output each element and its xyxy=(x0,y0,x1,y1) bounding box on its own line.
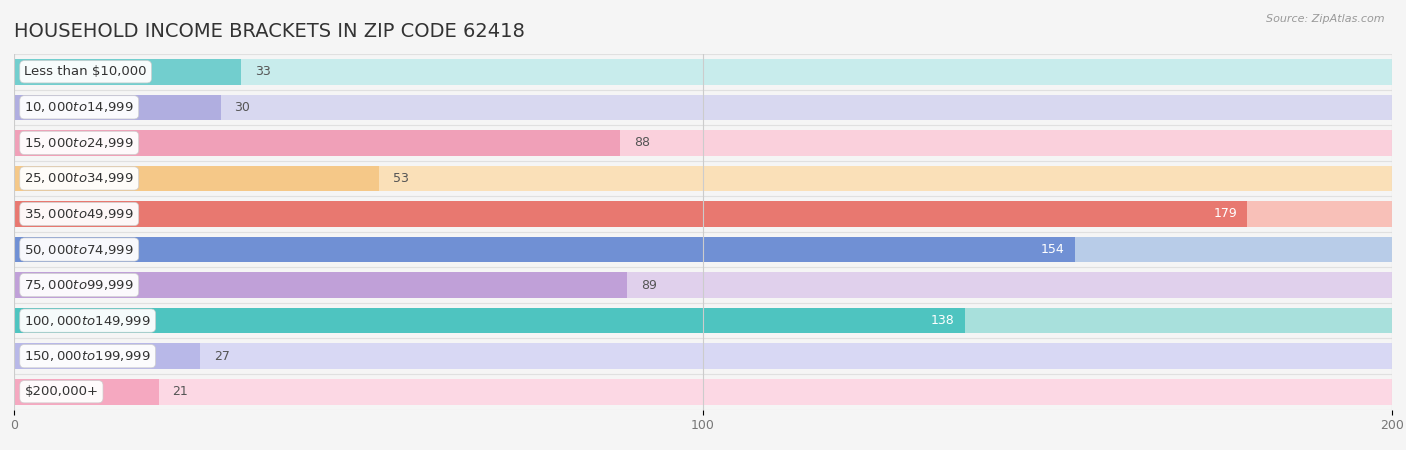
Text: $75,000 to $99,999: $75,000 to $99,999 xyxy=(24,278,134,292)
Bar xyxy=(14,94,221,120)
Text: $35,000 to $49,999: $35,000 to $49,999 xyxy=(24,207,134,221)
Text: 179: 179 xyxy=(1213,207,1237,220)
Text: $25,000 to $34,999: $25,000 to $34,999 xyxy=(24,171,134,185)
Bar xyxy=(14,308,965,333)
Text: HOUSEHOLD INCOME BRACKETS IN ZIP CODE 62418: HOUSEHOLD INCOME BRACKETS IN ZIP CODE 62… xyxy=(14,22,524,41)
Text: 154: 154 xyxy=(1040,243,1064,256)
Bar xyxy=(14,94,1392,120)
Text: Less than $10,000: Less than $10,000 xyxy=(24,65,146,78)
Bar xyxy=(14,166,380,191)
Bar xyxy=(14,343,200,369)
Bar xyxy=(14,272,627,298)
Text: $150,000 to $199,999: $150,000 to $199,999 xyxy=(24,349,150,363)
Text: 21: 21 xyxy=(173,385,188,398)
Bar xyxy=(14,343,1392,369)
Text: Source: ZipAtlas.com: Source: ZipAtlas.com xyxy=(1267,14,1385,23)
Text: $200,000+: $200,000+ xyxy=(24,385,98,398)
Text: 89: 89 xyxy=(641,279,657,292)
Bar xyxy=(14,59,242,85)
Text: 27: 27 xyxy=(214,350,229,363)
Text: $50,000 to $74,999: $50,000 to $74,999 xyxy=(24,243,134,256)
Text: 53: 53 xyxy=(394,172,409,185)
Text: $15,000 to $24,999: $15,000 to $24,999 xyxy=(24,136,134,150)
Bar xyxy=(14,201,1392,227)
Bar xyxy=(14,130,1392,156)
Bar xyxy=(14,166,1392,191)
Bar xyxy=(14,59,1392,85)
Bar xyxy=(14,130,620,156)
Text: 88: 88 xyxy=(634,136,650,149)
Bar xyxy=(14,201,1247,227)
Text: $10,000 to $14,999: $10,000 to $14,999 xyxy=(24,100,134,114)
Bar xyxy=(14,237,1392,262)
Bar xyxy=(14,379,159,405)
Text: 30: 30 xyxy=(235,101,250,114)
Bar xyxy=(14,379,1392,405)
Text: 138: 138 xyxy=(931,314,955,327)
Text: 33: 33 xyxy=(256,65,271,78)
Bar xyxy=(14,272,1392,298)
Bar xyxy=(14,308,1392,333)
Text: $100,000 to $149,999: $100,000 to $149,999 xyxy=(24,314,150,328)
Bar xyxy=(14,237,1076,262)
